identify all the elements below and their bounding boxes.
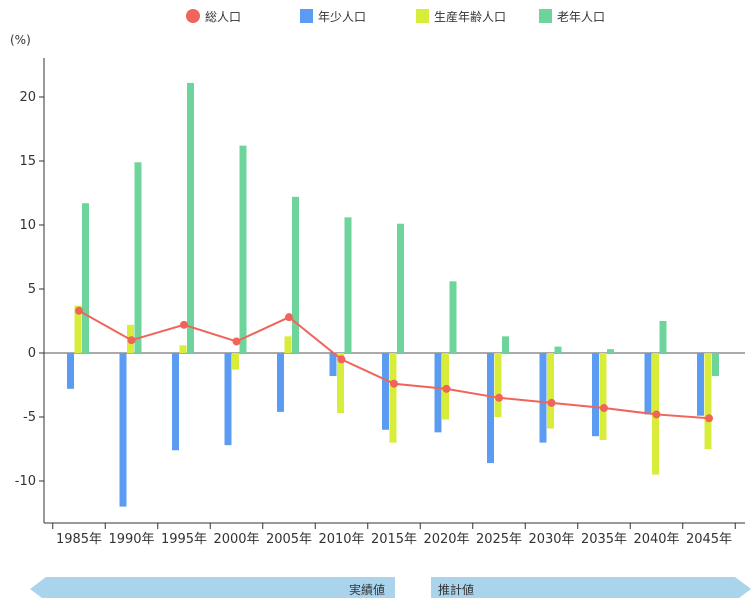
actual-band-label: 実績値 <box>349 582 385 597</box>
bar-生産年齢人口 <box>232 353 239 370</box>
y-tick-label: -5 <box>23 410 36 425</box>
bar-老年人口 <box>659 321 667 353</box>
line-point <box>285 313 293 322</box>
bar-年少人口 <box>487 353 494 464</box>
forecast-band-arrow <box>431 577 751 598</box>
bar-年少人口 <box>592 353 599 437</box>
bar-年少人口 <box>224 353 232 446</box>
line-point <box>127 336 136 345</box>
line-point <box>705 414 713 423</box>
line-point <box>600 404 608 413</box>
line-point <box>390 379 398 388</box>
bar-年少人口 <box>697 353 704 416</box>
x-tick-label: 2000年 <box>213 532 259 547</box>
bar-老年人口 <box>554 346 562 353</box>
line-point <box>232 337 241 346</box>
bar-老年人口 <box>502 336 509 353</box>
x-tick-label: 1985年 <box>56 532 102 547</box>
y-tick-label: 20 <box>19 90 36 105</box>
bar-老年人口 <box>607 349 614 353</box>
bar-生産年齢人口 <box>284 336 292 353</box>
x-tick-label: 2045年 <box>686 532 732 547</box>
legend-label: 老年人口 <box>557 10 605 24</box>
bar-年少人口 <box>644 353 652 415</box>
legend-label: 生産年齢人口 <box>434 9 506 24</box>
legend-marker <box>539 9 552 23</box>
bar-老年人口 <box>134 162 142 353</box>
bar-老年人口 <box>397 223 404 353</box>
legend-marker <box>300 9 313 23</box>
x-tick-label: 2010年 <box>318 532 364 547</box>
legend-label: 年少人口 <box>318 10 366 24</box>
line-point <box>495 393 503 402</box>
plot-area: -10 -5 0 5 10 15 20 1985年 1990年 1995年 2000年 2005年 20… <box>15 58 745 547</box>
x-tick-label: 2025年 <box>476 532 522 547</box>
y-tick-label: 0 <box>28 346 36 361</box>
y-tick-label: 15 <box>19 154 36 169</box>
bar-年少人口 <box>382 353 389 430</box>
bar-年少人口 <box>277 353 284 412</box>
bar-年少人口 <box>67 353 74 389</box>
line-point <box>652 410 661 419</box>
period-bands: 実績値 推計値 <box>30 577 751 598</box>
line-point <box>75 306 83 315</box>
x-tick-label: 1990年 <box>108 532 154 547</box>
bar-生産年齢人口 <box>599 353 607 441</box>
x-tick-label: 2035年 <box>581 532 627 547</box>
bar-生産年齢人口 <box>179 345 187 353</box>
line-point <box>442 384 451 393</box>
bar-年少人口 <box>539 353 547 443</box>
bar-老年人口 <box>239 145 247 353</box>
bar-老年人口 <box>344 217 352 353</box>
x-tick-label: 2005年 <box>266 532 312 547</box>
bar-老年人口 <box>712 353 719 377</box>
legend-marker <box>416 9 429 23</box>
legend-marker <box>186 9 200 23</box>
line-point <box>180 320 188 329</box>
actual-band-arrow <box>30 577 395 598</box>
bar-生産年齢人口 <box>494 353 502 417</box>
bar-年少人口 <box>119 353 127 507</box>
bar-生産年齢人口 <box>704 353 712 449</box>
x-tick-label: 1995年 <box>161 532 207 547</box>
bar-老年人口 <box>292 196 299 353</box>
x-tick-label: 2030年 <box>528 532 574 547</box>
x-tick-label: 2020年 <box>423 532 469 547</box>
bar-老年人口 <box>187 82 194 354</box>
bar-生産年齢人口 <box>389 353 397 443</box>
bar-老年人口 <box>449 281 457 353</box>
bar-生産年齢人口 <box>547 353 554 429</box>
bar-年少人口 <box>434 353 442 433</box>
forecast-band-label: 推計値 <box>438 582 474 597</box>
bar-生産年齢人口 <box>74 305 82 353</box>
bar-年少人口 <box>172 353 179 451</box>
bar-老年人口 <box>82 203 89 353</box>
legend-label: 総人口 <box>205 10 241 24</box>
y-tick-label: 5 <box>28 282 36 297</box>
legend: 総人口 年少人口 生産年齢人口 老年人口 <box>186 9 605 24</box>
x-tick-label: 2015年 <box>371 532 417 547</box>
line-point <box>547 398 556 407</box>
y-tick-label: -10 <box>15 474 36 489</box>
x-tick-label: 2040年 <box>633 532 679 547</box>
y-tick-label: 10 <box>19 218 36 233</box>
line-point <box>337 355 346 364</box>
bar-年少人口 <box>329 353 337 377</box>
bar-生産年齢人口 <box>337 353 344 414</box>
y-axis-unit-label: (%) <box>10 33 31 47</box>
